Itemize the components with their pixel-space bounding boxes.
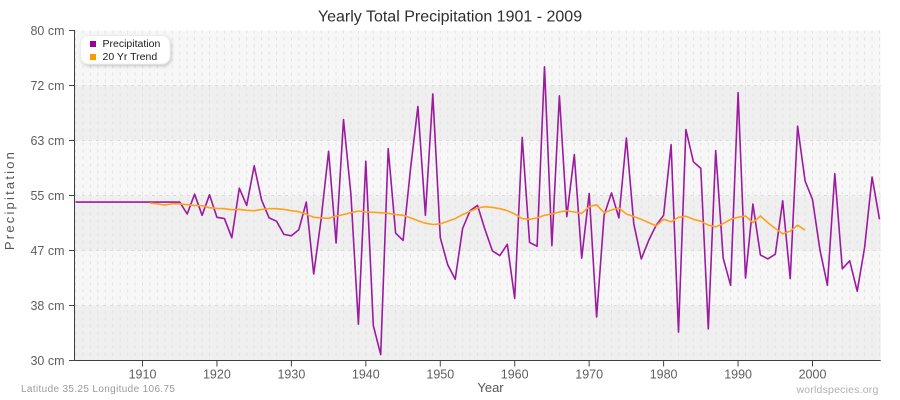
- svg-text:worldspecies.org: worldspecies.org: [796, 384, 879, 396]
- svg-text:1940: 1940: [352, 368, 380, 382]
- svg-text:63 cm: 63 cm: [30, 134, 64, 148]
- svg-text:1980: 1980: [650, 368, 678, 382]
- svg-text:80 cm: 80 cm: [30, 24, 64, 38]
- svg-text:Precipitation: Precipitation: [103, 38, 161, 50]
- svg-text:Year: Year: [477, 380, 504, 395]
- svg-text:1910: 1910: [129, 368, 157, 382]
- svg-text:1960: 1960: [501, 368, 529, 382]
- svg-text:Yearly Total Precipitation 190: Yearly Total Precipitation 1901 - 2009: [318, 9, 582, 26]
- svg-text:2000: 2000: [799, 368, 827, 382]
- svg-text:38 cm: 38 cm: [30, 299, 64, 313]
- svg-text:20 Yr Trend: 20 Yr Trend: [103, 51, 158, 63]
- svg-text:47 cm: 47 cm: [30, 244, 64, 258]
- svg-text:1970: 1970: [575, 368, 603, 382]
- svg-text:1920: 1920: [203, 368, 231, 382]
- svg-text:Latitude 35.25 Longitude 106.7: Latitude 35.25 Longitude 106.75: [21, 384, 175, 395]
- svg-text:55 cm: 55 cm: [30, 189, 64, 203]
- svg-text:1930: 1930: [277, 368, 305, 382]
- svg-text:1990: 1990: [724, 368, 752, 382]
- svg-text:72 cm: 72 cm: [30, 79, 64, 93]
- svg-text:30 cm: 30 cm: [30, 354, 64, 368]
- svg-text:1950: 1950: [426, 368, 454, 382]
- svg-text:Precipitation: Precipitation: [2, 150, 17, 250]
